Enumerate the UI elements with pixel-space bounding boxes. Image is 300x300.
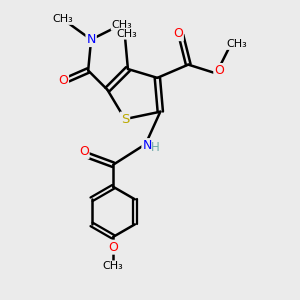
Text: CH₃: CH₃: [112, 20, 132, 30]
Text: N: N: [86, 33, 96, 46]
Text: O: O: [214, 64, 224, 77]
Text: O: O: [58, 74, 68, 87]
Text: O: O: [79, 145, 89, 158]
Text: H: H: [151, 141, 159, 154]
Text: CH₃: CH₃: [116, 29, 137, 39]
Text: N: N: [142, 139, 152, 152]
Text: O: O: [108, 241, 118, 254]
Text: O: O: [173, 27, 183, 40]
Text: CH₃: CH₃: [103, 261, 124, 271]
Text: CH₃: CH₃: [226, 39, 247, 49]
Text: CH₃: CH₃: [53, 14, 74, 24]
Text: S: S: [121, 112, 129, 126]
